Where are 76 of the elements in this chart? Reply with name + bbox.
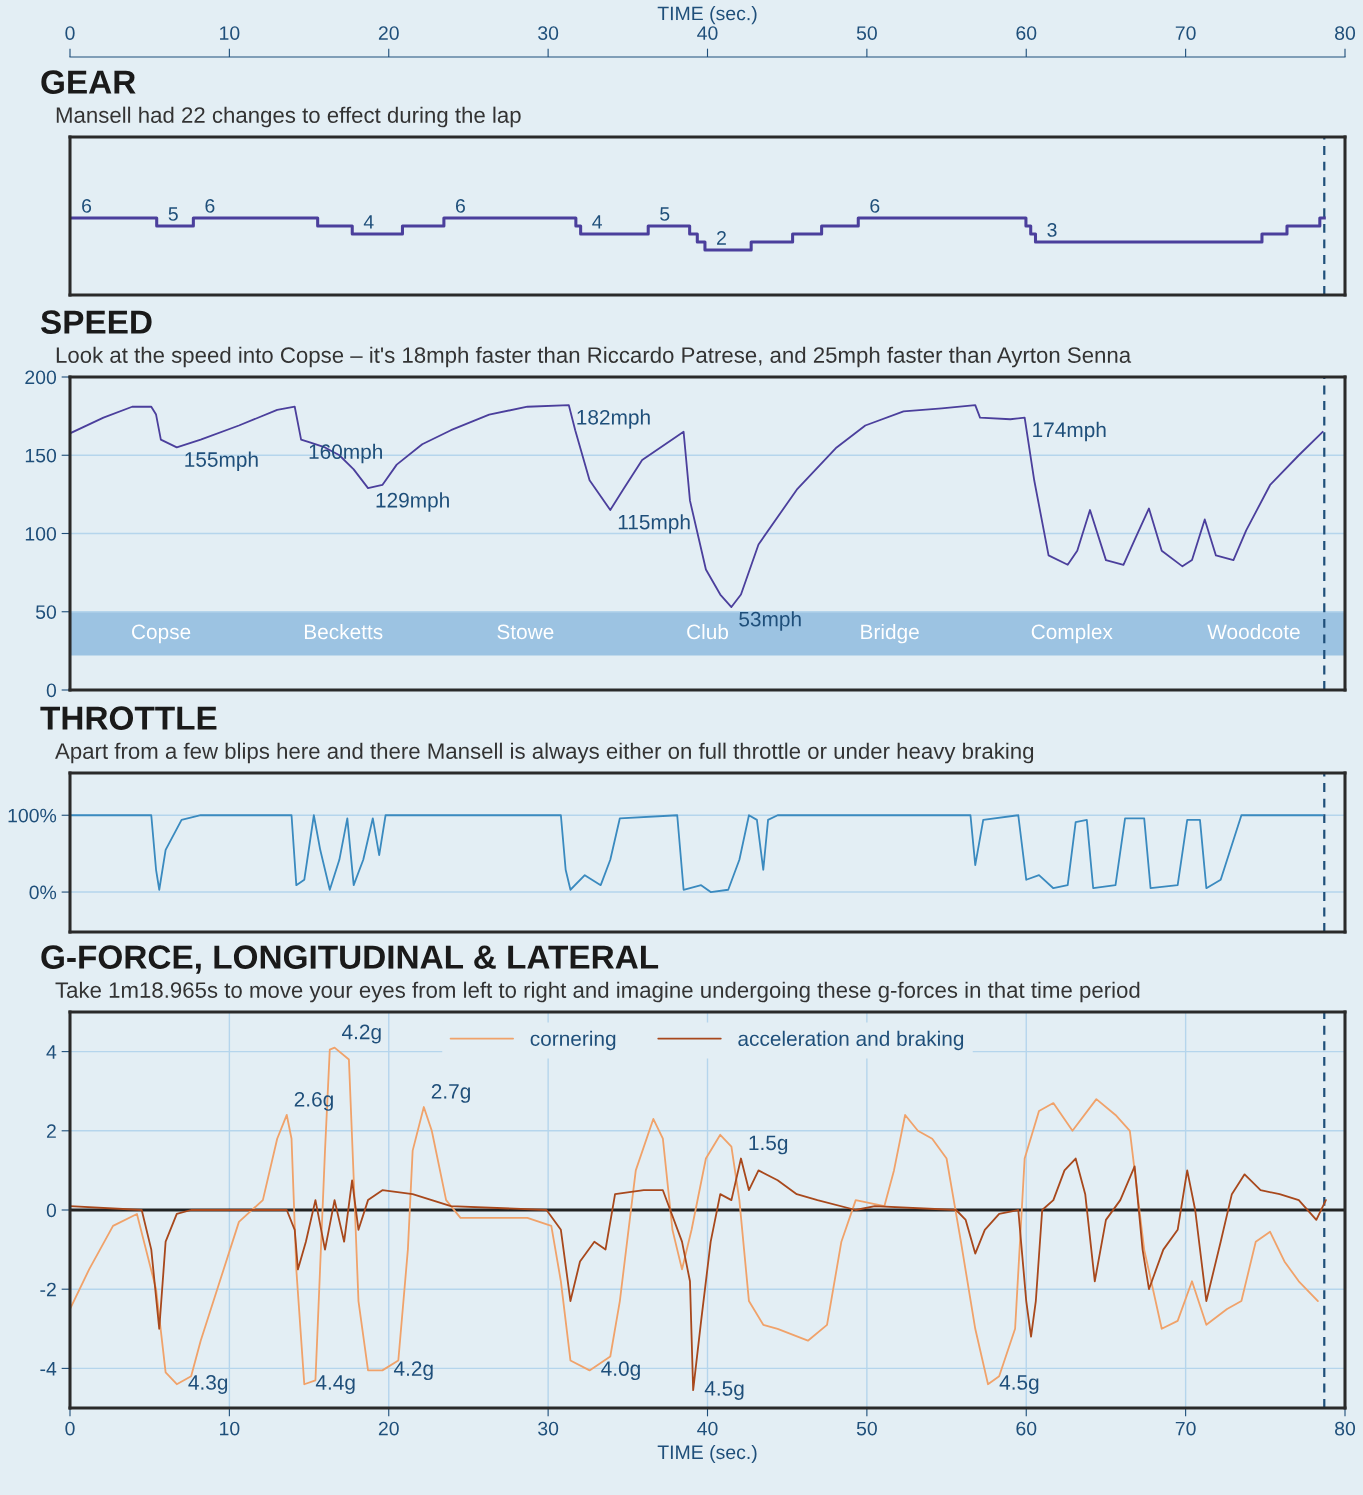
data-label: 5 bbox=[168, 207, 178, 221]
y-tick-label: 200 bbox=[25, 370, 57, 385]
chart-title: SPEED bbox=[40, 310, 152, 334]
x2-tick-label: 80 bbox=[1335, 26, 1356, 40]
annotation: 4.5g bbox=[999, 1375, 1039, 1394]
chart-subtitle: Take 1m18.965s to move your eyes from left to right and imagine undergoing these g-forces in that time period bbox=[55, 981, 1140, 1003]
x-tick-label: 10 bbox=[220, 1421, 240, 1436]
x-tick-label: 70 bbox=[1175, 1421, 1196, 1436]
y-tick-label: 150 bbox=[25, 448, 57, 463]
annotation: 4.2g bbox=[341, 1024, 381, 1044]
data-label: 6 bbox=[205, 199, 215, 213]
x-tick-label: 80 bbox=[1335, 1421, 1356, 1436]
legend-label: acceleration and braking bbox=[738, 1030, 964, 1051]
data-label: 3 bbox=[1047, 223, 1057, 237]
legend-label: cornering bbox=[530, 1030, 616, 1051]
annotation: 2.7g bbox=[431, 1084, 470, 1103]
annotation: Copse bbox=[132, 624, 191, 644]
x-tick-label: 50 bbox=[856, 1421, 877, 1436]
x2-axis-title: TIME (sec.) bbox=[657, 6, 757, 25]
data-label: 6 bbox=[870, 199, 880, 213]
annotation: 155mph bbox=[185, 451, 258, 472]
y-tick-label: 100 bbox=[25, 526, 57, 541]
annotation: 4.0g bbox=[601, 1361, 640, 1381]
x-tick-label: 20 bbox=[378, 1421, 399, 1436]
chart-subtitle: Look at the speed into Copse – it's 18mph faster than Riccardo Patrese, and 25mph faster than Ayrton Senna bbox=[56, 346, 1132, 368]
line-series bbox=[70, 814, 1324, 893]
y-tick-label: 2 bbox=[46, 1124, 56, 1138]
data-label: 4 bbox=[592, 215, 602, 229]
annotation: 115mph bbox=[618, 514, 690, 534]
data-label: 6 bbox=[455, 199, 465, 213]
chart-title: GEAR bbox=[41, 70, 136, 94]
x-tick-label: 60 bbox=[1016, 1421, 1037, 1436]
y-tick-label: 50 bbox=[35, 605, 57, 619]
annotation: Becketts bbox=[304, 623, 383, 640]
x2-tick-label: 60 bbox=[1016, 26, 1037, 40]
annotation: 53mph bbox=[739, 611, 801, 631]
y-tick-label: 0% bbox=[29, 885, 57, 900]
y-tick-label: -2 bbox=[40, 1282, 56, 1297]
y-tick-label: 100% bbox=[8, 808, 57, 823]
x2-tick-label: 0 bbox=[65, 26, 75, 40]
annotation: 182mph bbox=[577, 409, 650, 429]
x2-tick-label: 30 bbox=[538, 26, 559, 40]
annotation: Woodcote bbox=[1207, 623, 1300, 640]
annotation: Complex bbox=[1031, 623, 1113, 644]
data-label: 4 bbox=[363, 215, 374, 229]
x2-tick-label: 50 bbox=[856, 26, 877, 40]
annotation: 4.5g bbox=[704, 1381, 744, 1400]
line-series bbox=[70, 404, 1324, 608]
x2-tick-label: 20 bbox=[378, 26, 399, 40]
x-tick-label: 30 bbox=[538, 1421, 559, 1436]
annotation: Stowe bbox=[497, 624, 554, 640]
annotation: 129mph bbox=[376, 492, 449, 512]
y-tick-label: 0 bbox=[46, 1203, 57, 1218]
y-tick-label: -4 bbox=[40, 1362, 57, 1376]
x-tick-label: 0 bbox=[65, 1421, 75, 1436]
annotation: 4.3g bbox=[188, 1375, 228, 1394]
data-label: 2 bbox=[717, 231, 726, 245]
data-label: 6 bbox=[82, 199, 92, 213]
x-tick-label: 40 bbox=[697, 1421, 718, 1436]
annotation: Club bbox=[687, 623, 729, 640]
annotation: 4.2g bbox=[393, 1361, 433, 1381]
chart-title: THROTTLE bbox=[40, 706, 217, 730]
y-tick-label: 4 bbox=[46, 1045, 57, 1059]
y-tick-label: 0 bbox=[46, 683, 57, 698]
x2-tick-label: 70 bbox=[1175, 26, 1196, 40]
annotation: 4.4g bbox=[315, 1375, 355, 1394]
chart-subtitle: Mansell had 22 changes to effect during the lap bbox=[56, 106, 521, 128]
x2-tick-label: 40 bbox=[697, 26, 718, 40]
annotation: 1.5g bbox=[749, 1135, 788, 1155]
chart-title: G-FORCE, LONGITUDINAL & LATERAL bbox=[41, 945, 659, 974]
data-label: 5 bbox=[660, 207, 670, 221]
annotation: Bridge bbox=[861, 623, 919, 644]
x-axis-title: TIME (sec.) bbox=[657, 1444, 757, 1463]
annotation: 174mph bbox=[1033, 421, 1106, 442]
x2-tick-label: 10 bbox=[220, 26, 240, 40]
chart-subtitle: Apart from a few blips here and there Mansell is always either on full throttle or under heavy braking bbox=[55, 742, 1034, 764]
